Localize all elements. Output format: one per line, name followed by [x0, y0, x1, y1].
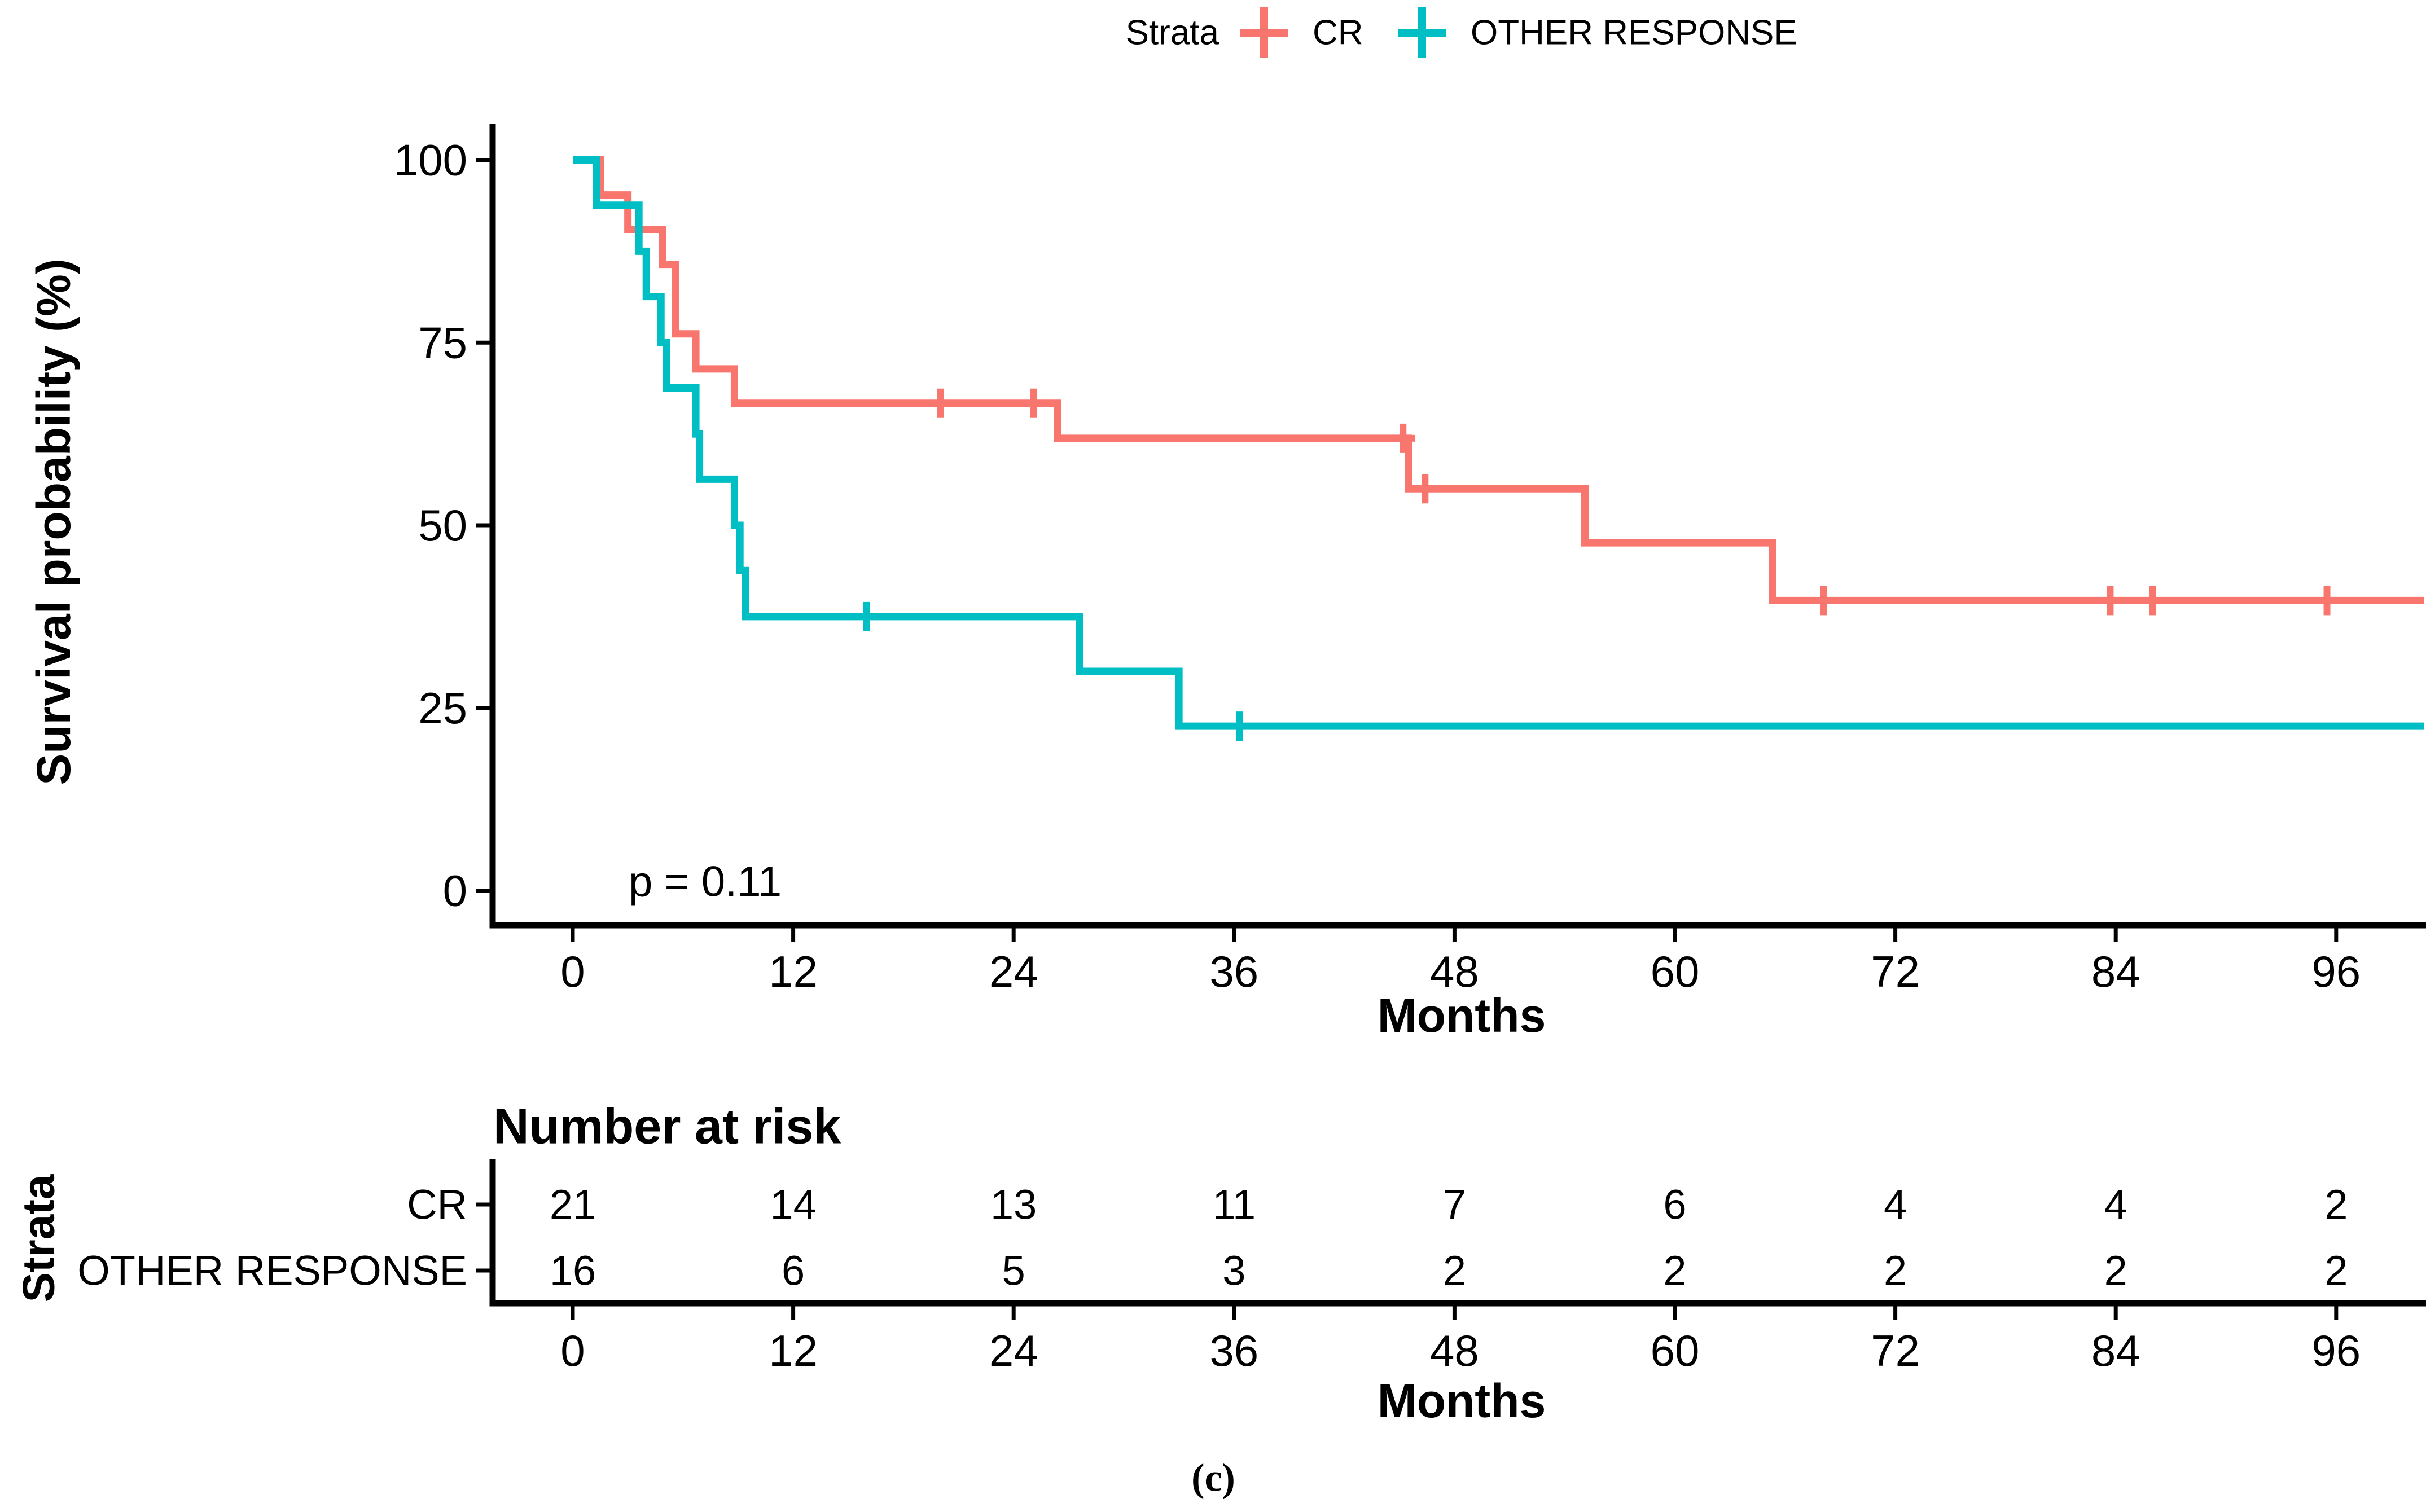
risk-table-title: Number at risk — [493, 1098, 841, 1154]
risk-count: 2 — [2324, 1247, 2348, 1294]
risk-row-label: OTHER RESPONSE — [77, 1247, 467, 1294]
censor-mark-cr — [1811, 586, 1836, 616]
x-tick-label: 72 — [1871, 947, 1920, 996]
y-tick-label: 25 — [418, 683, 467, 733]
risk-x-tick-label: 48 — [1430, 1326, 1479, 1375]
censor-mark-cr — [928, 388, 952, 418]
risk-count: 21 — [550, 1181, 596, 1228]
legend: CR OTHER RESPONSE — [1240, 7, 1797, 58]
risk-count: 2 — [2324, 1181, 2348, 1228]
risk-count: 16 — [550, 1247, 596, 1294]
risk-count: 2 — [1884, 1247, 1907, 1294]
p-value-annotation: p = 0.11 — [629, 858, 782, 906]
censor-mark-other-response — [854, 601, 879, 631]
risk-count: 2 — [1663, 1247, 1686, 1294]
legend-key-cr-icon — [1240, 7, 1288, 58]
censor-mark-cr — [1022, 388, 1046, 418]
x-tick-label: 12 — [769, 947, 818, 996]
y-tick-label: 0 — [443, 866, 467, 916]
x-tick-label: 84 — [2091, 947, 2140, 996]
risk-count: 6 — [782, 1247, 805, 1294]
x-tick-label: 48 — [1430, 947, 1479, 996]
censor-mark-cr — [2315, 586, 2339, 616]
censor-mark-cr — [2140, 586, 2165, 616]
risk-row-label: CR — [407, 1181, 467, 1228]
risk-x-tick-label: 0 — [560, 1326, 585, 1375]
risk-x-tick-label: 36 — [1209, 1326, 1258, 1375]
censor-mark-other-response — [1227, 711, 1252, 741]
risk-count: 2 — [2104, 1247, 2127, 1294]
x-tick-label: 24 — [989, 947, 1038, 996]
survival-curve-cr — [573, 156, 2424, 604]
risk-x-tick-label: 12 — [769, 1326, 818, 1375]
x-axis-title: Months — [1377, 989, 1546, 1042]
risk-table-strata-axis-title: Strata — [14, 1174, 64, 1302]
risk-x-tick-label: 60 — [1651, 1326, 1700, 1375]
legend-label: CR — [1313, 14, 1363, 52]
censor-mark-cr — [2098, 586, 2122, 616]
risk-table-x-axis-title: Months — [1377, 1374, 1546, 1427]
y-tick-label: 100 — [394, 135, 467, 185]
x-tick-label: 0 — [560, 947, 585, 996]
plot-axes: 100 75 50 25 0 0 12 24 36 48 60 72 84 96 — [394, 124, 2426, 996]
risk-count: 3 — [1222, 1247, 1245, 1294]
x-tick-label: 36 — [1209, 947, 1258, 996]
legend-title: Strata — [1126, 14, 1219, 52]
censor-mark-cr — [1413, 474, 1437, 504]
figure-caption: (c) — [1191, 1457, 1235, 1500]
risk-count: 2 — [1443, 1247, 1466, 1294]
risk-count: 13 — [990, 1181, 1037, 1228]
x-tick-label: 60 — [1651, 947, 1700, 996]
risk-x-tick-label: 72 — [1871, 1326, 1920, 1375]
y-tick-label: 75 — [418, 318, 467, 367]
x-tick-label: 96 — [2311, 947, 2361, 996]
risk-count: 6 — [1663, 1181, 1686, 1228]
legend-label: OTHER RESPONSE — [1471, 14, 1797, 52]
risk-count: 5 — [1002, 1247, 1025, 1294]
survival-curves — [573, 156, 2424, 741]
risk-count: 14 — [770, 1181, 816, 1228]
risk-x-tick-label: 96 — [2311, 1326, 2361, 1375]
risk-x-tick-label: 84 — [2091, 1326, 2140, 1375]
censor-mark-cr — [1391, 423, 1415, 453]
y-tick-label: 50 — [418, 500, 467, 550]
legend-key-other-response-icon — [1398, 7, 1446, 58]
risk-count: 4 — [1884, 1181, 1907, 1228]
y-axis-title: Survival probability (%) — [27, 258, 80, 785]
risk-count: 4 — [2104, 1181, 2127, 1228]
risk-count: 7 — [1443, 1181, 1466, 1228]
risk-x-tick-label: 24 — [989, 1326, 1038, 1375]
risk-count: 11 — [1212, 1181, 1256, 1228]
survival-curve-other-response — [573, 156, 2424, 730]
risk-table: CR 21 14 13 11 7 6 4 4 2 OTHER RESPONSE 16 6 5 3 2 2 2 2 2 0… — [77, 1159, 2426, 1375]
